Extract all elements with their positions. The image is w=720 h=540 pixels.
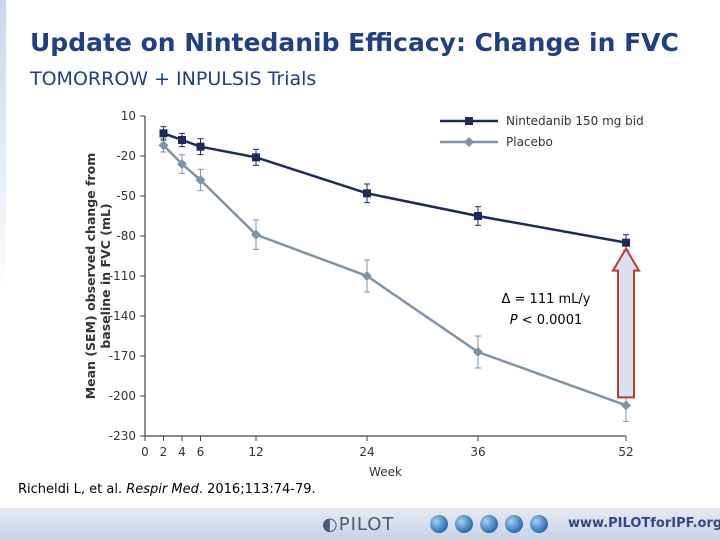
y-tick-label: -110 bbox=[109, 269, 136, 283]
y-tick-label: -230 bbox=[109, 429, 136, 443]
data-point bbox=[362, 271, 372, 281]
y-tick-label: -140 bbox=[109, 309, 136, 323]
y-tick-label: -170 bbox=[109, 349, 136, 363]
globe-icon bbox=[480, 515, 498, 533]
data-point bbox=[363, 189, 371, 198]
globe-icon bbox=[430, 515, 448, 533]
y-tick-label: -20 bbox=[116, 149, 136, 163]
slide-subtitle: TOMORROW + INPULSIS Trials bbox=[30, 68, 317, 90]
y-tick-label: 10 bbox=[121, 109, 136, 123]
x-tick-label: 24 bbox=[359, 445, 374, 459]
data-point bbox=[474, 212, 482, 220]
citation-journal: Respir Med bbox=[126, 482, 199, 497]
citation-details: . 2016;113:74-79. bbox=[198, 482, 316, 497]
x-tick-label: 2 bbox=[160, 445, 168, 459]
legend-label: Nintedanib 150 mg bid bbox=[506, 114, 644, 128]
series-line bbox=[163, 132, 627, 244]
difference-arrow bbox=[611, 246, 641, 399]
data-point bbox=[252, 153, 260, 162]
legend-label: Placebo bbox=[506, 135, 553, 149]
x-tick-label: 52 bbox=[618, 445, 633, 459]
data-point bbox=[158, 140, 169, 151]
x-tick-label: 6 bbox=[197, 445, 205, 459]
y-axis-label-line1: Mean (SEM) observed change from bbox=[83, 153, 98, 400]
y-tick-label: -200 bbox=[109, 389, 136, 403]
data-point bbox=[195, 175, 206, 185]
left-accent-bar bbox=[0, 0, 6, 540]
globe-icon bbox=[455, 515, 473, 533]
y-tick-label: -80 bbox=[116, 229, 136, 243]
footer-bar: ◐PILOT www.PILOTforIPF.org bbox=[0, 508, 720, 540]
x-tick-label: 12 bbox=[248, 445, 263, 459]
globe-icon bbox=[505, 515, 523, 533]
y-tick-label: -50 bbox=[116, 189, 136, 203]
data-point bbox=[159, 129, 168, 138]
citation-authors: Richeldi L, et al. bbox=[18, 482, 127, 497]
series-line bbox=[162, 144, 627, 407]
globe-icon bbox=[530, 515, 548, 533]
data-point bbox=[196, 142, 205, 151]
delta-annotation: Δ = 111 mL/y bbox=[502, 292, 591, 307]
pilot-logo: ◐PILOT bbox=[322, 514, 395, 535]
data-point bbox=[473, 347, 483, 357]
data-point bbox=[622, 238, 630, 247]
y-axis-label-line2: baseline in FVC (mL) bbox=[98, 203, 113, 348]
x-tick-label: 4 bbox=[178, 445, 186, 459]
pilot-logo-text: PILOT bbox=[338, 514, 395, 535]
globe-icons bbox=[430, 515, 555, 537]
x-axis-label: Week bbox=[369, 465, 402, 479]
x-tick-label: 36 bbox=[470, 445, 485, 459]
footer-url[interactable]: www.PILOTforIPF.org bbox=[568, 516, 720, 531]
data-point bbox=[621, 400, 631, 411]
p-value-annotation: P < 0.0001 bbox=[510, 313, 583, 328]
data-point bbox=[178, 136, 186, 144]
citation: Richeldi L, et al. Respir Med. 2016;113:… bbox=[18, 482, 316, 497]
data-point bbox=[177, 159, 187, 169]
slide-title: Update on Nintedanib Efficacy: Change in… bbox=[30, 28, 679, 57]
legend-marker bbox=[465, 117, 473, 125]
x-tick-label: 0 bbox=[141, 445, 149, 459]
data-point bbox=[251, 229, 261, 240]
legend-marker bbox=[464, 137, 474, 147]
